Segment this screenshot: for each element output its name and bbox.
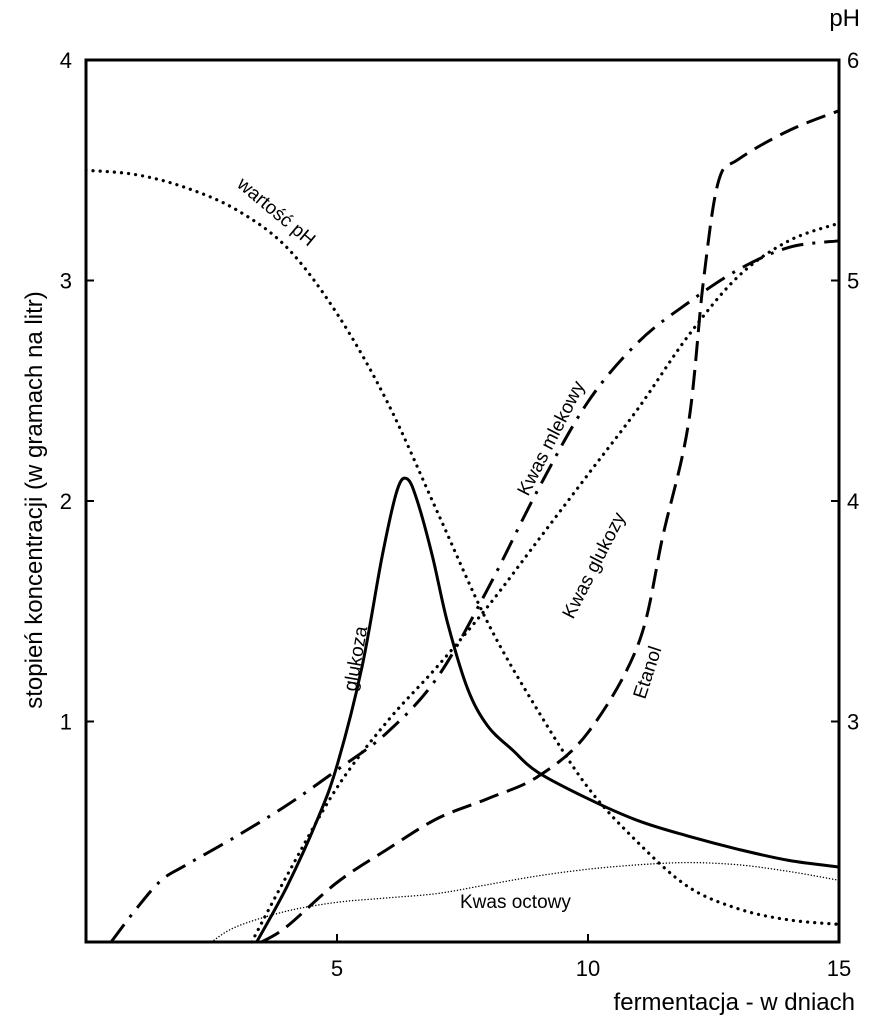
label-glukoza: glukoza — [340, 624, 372, 693]
y2-tick-label: 4 — [847, 489, 859, 514]
y-tick-label: 1 — [60, 710, 72, 735]
ticks-layer: 5 10 15 1 2 3 4 3 4 5 6 — [60, 48, 860, 981]
y2-tick-label: 6 — [847, 48, 859, 73]
label-kwas-glukozy: Kwas glukozy — [559, 509, 631, 622]
y-tick-label: 3 — [60, 269, 72, 294]
series-line-etanol — [260, 109, 840, 944]
label-kwas-mlekowy: Kwas mlekowy — [514, 377, 590, 499]
label-ph: wartość pH — [232, 173, 319, 251]
y2-tick-label: 3 — [847, 710, 859, 735]
plot-frame — [84, 58, 841, 944]
x-tick-label: 5 — [331, 956, 343, 981]
series-line-kwas-mlekowy — [109, 239, 840, 943]
y-tick-label: 4 — [60, 48, 72, 73]
y2-tick-label: 5 — [847, 269, 859, 294]
series-line-warto-ph — [84, 168, 841, 926]
x-axis-title: fermentacja - w dniach — [614, 989, 855, 1016]
series-layer — [84, 109, 841, 944]
label-kwas-octowy: Kwas octowy — [460, 892, 571, 913]
y2-axis-title: pH — [829, 5, 860, 32]
x-tick-label: 15 — [827, 956, 851, 981]
label-etanol: Etanol — [630, 644, 667, 702]
y-axis-title: stopień koncentracji (w gramach na litr) — [21, 291, 48, 709]
x-tick-label: 10 — [576, 956, 600, 981]
series-line-glukoza — [255, 476, 840, 943]
series-line-kwas-glukozy — [250, 221, 841, 944]
series-line-kwas-octowy — [210, 861, 840, 943]
y-tick-label: 2 — [60, 489, 72, 514]
